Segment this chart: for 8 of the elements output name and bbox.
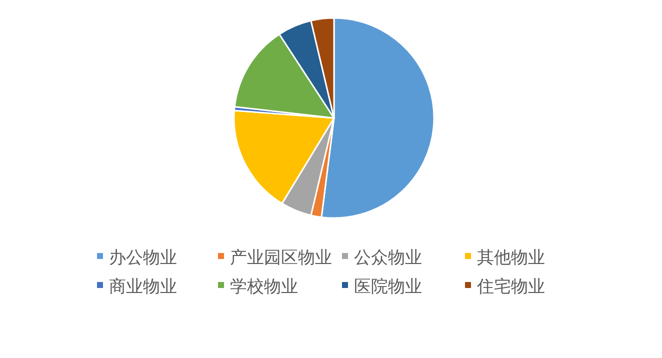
legend-label: 产业园区物业 — [230, 248, 332, 268]
legend-label: 医院物业 — [354, 277, 422, 297]
legend-label: 学校物业 — [230, 277, 298, 297]
legend-label: 办公物业 — [109, 248, 177, 268]
legend-label: 其他物业 — [477, 248, 545, 268]
legend-label: 住宅物业 — [476, 277, 545, 297]
legend-label: 商业物业 — [109, 277, 177, 297]
legend-label: 公众物业 — [354, 248, 422, 268]
